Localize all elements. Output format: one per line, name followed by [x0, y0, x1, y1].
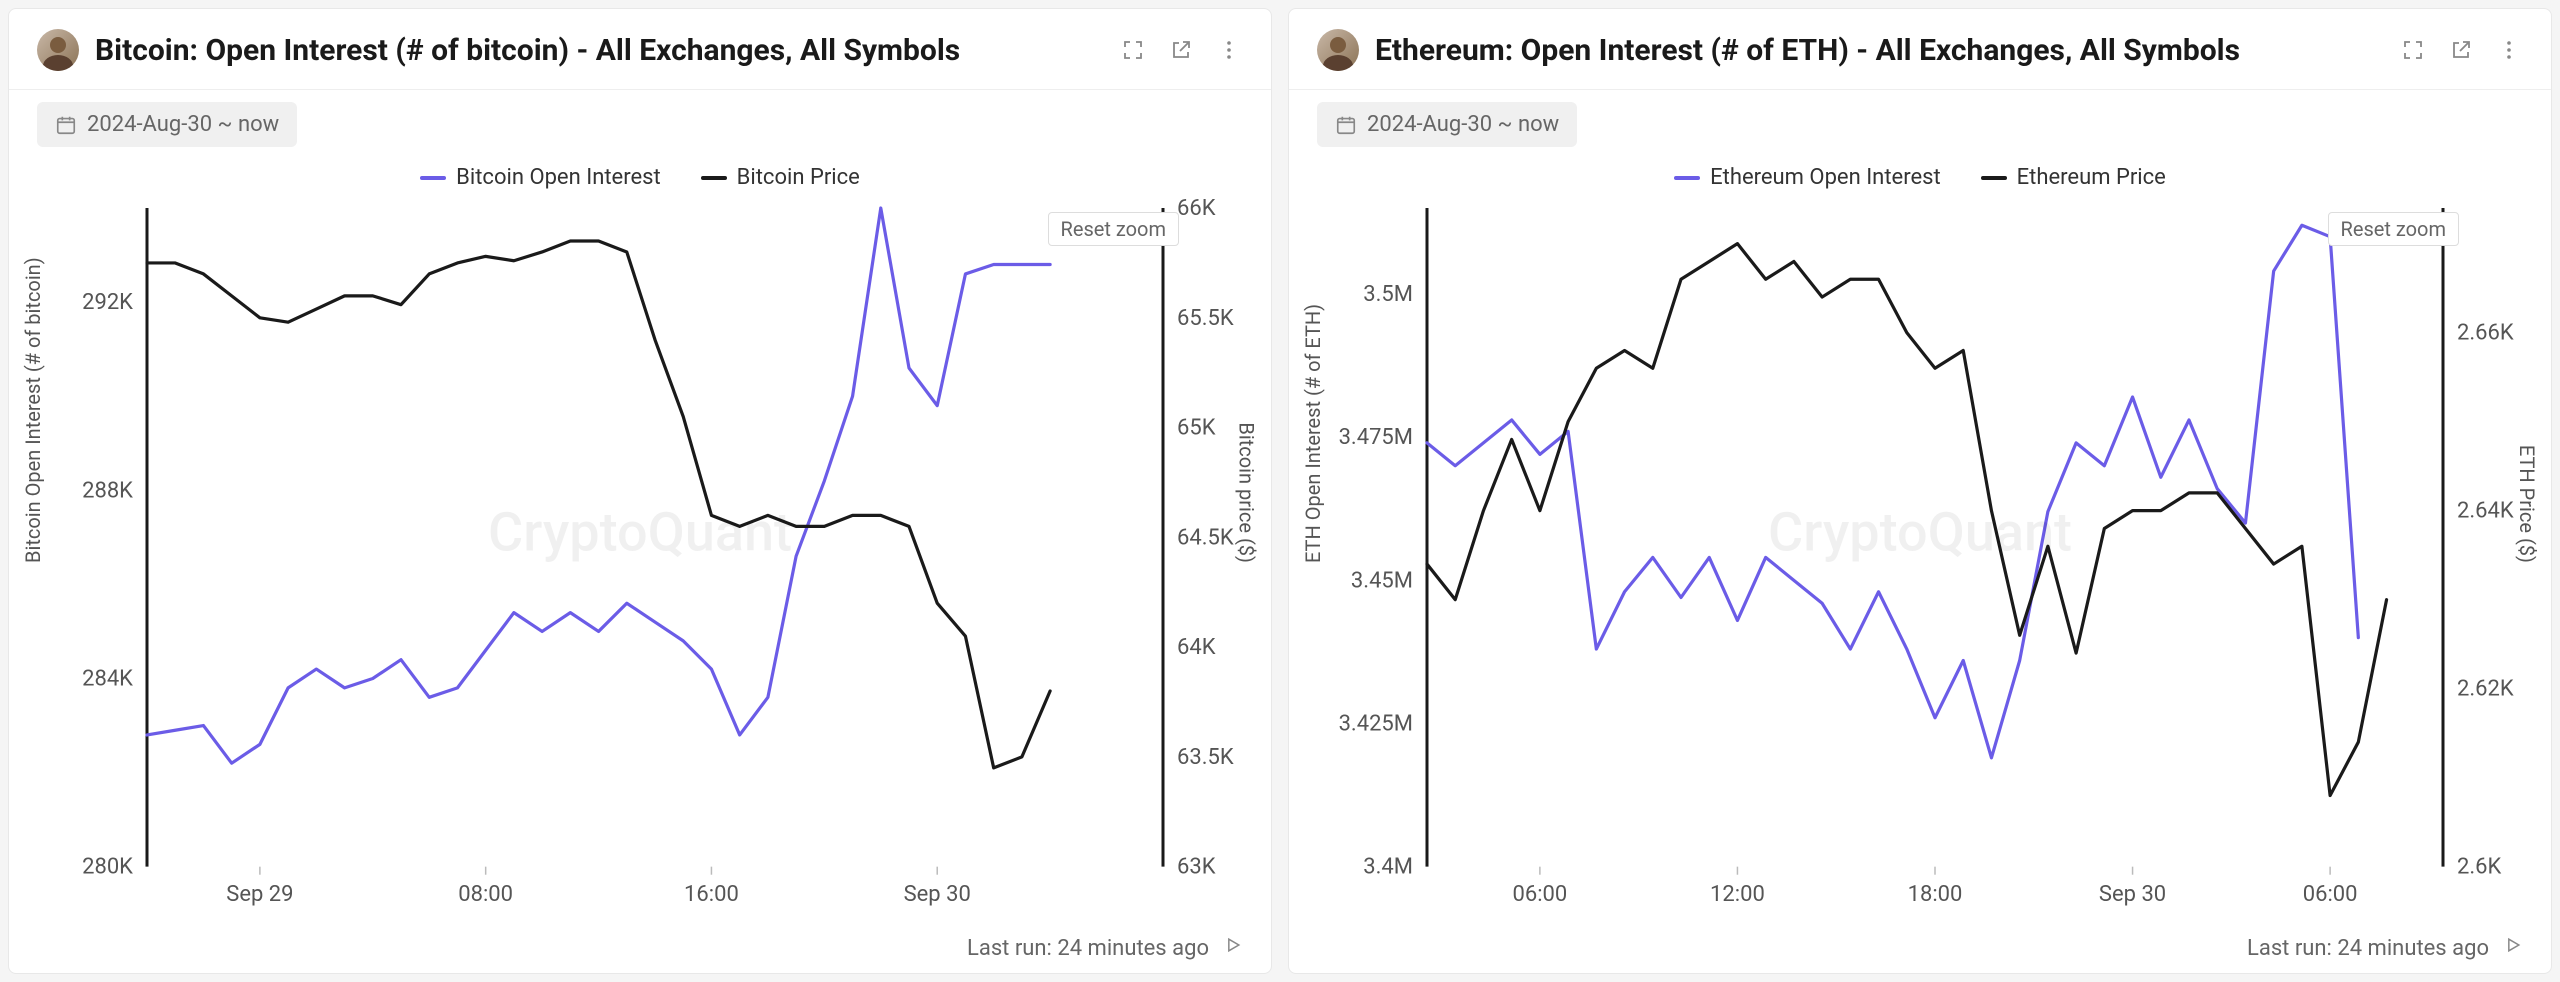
svg-text:06:00: 06:00 — [2303, 882, 2358, 907]
svg-text:16:00: 16:00 — [684, 882, 739, 907]
legend-item[interactable]: Bitcoin Price — [701, 165, 860, 190]
legend-swatch — [420, 176, 446, 180]
card-header: Bitcoin: Open Interest (# of bitcoin) - … — [9, 9, 1271, 90]
svg-text:3.4M: 3.4M — [1363, 855, 1413, 880]
fullscreen-icon[interactable] — [1119, 36, 1147, 64]
card-footer: Last run: 24 minutes ago — [1289, 927, 2551, 974]
legend-label: Bitcoin Open Interest — [456, 165, 661, 190]
svg-text:284K: 284K — [82, 666, 133, 691]
svg-text:3.5M: 3.5M — [1363, 282, 1413, 307]
date-range-text: 2024-Aug-30 ~ now — [87, 112, 279, 137]
chart-body: CryptoQuant Reset zoom ETH Open Interest… — [1289, 198, 2551, 927]
reset-zoom-button[interactable]: Reset zoom — [2328, 212, 2459, 246]
card-header: Ethereum: Open Interest (# of ETH) - All… — [1289, 9, 2551, 90]
legend-label: Ethereum Open Interest — [1710, 165, 1941, 190]
svg-text:2.62K: 2.62K — [2457, 677, 2514, 702]
legend-swatch — [701, 176, 727, 180]
svg-text:292K: 292K — [82, 290, 133, 315]
chart-title: Bitcoin: Open Interest (# of bitcoin) - … — [95, 33, 1119, 68]
svg-text:65.5K: 65.5K — [1177, 306, 1234, 331]
svg-text:65K: 65K — [1177, 416, 1216, 441]
play-icon[interactable] — [1223, 935, 1243, 961]
reset-zoom-button[interactable]: Reset zoom — [1048, 212, 1179, 246]
svg-text:280K: 280K — [82, 855, 133, 880]
fullscreen-icon[interactable] — [2399, 36, 2427, 64]
chart-svg[interactable]: 280K 284K 288K 292K 63K 63.5K 64K 64.5K 65K 65.5K… — [37, 198, 1243, 927]
svg-text:64K: 64K — [1177, 635, 1216, 660]
svg-text:2.6K: 2.6K — [2457, 855, 2501, 880]
header-actions — [2399, 36, 2523, 64]
date-row: 2024-Aug-30 ~ now — [1289, 90, 2551, 147]
y-right-axis-label: ETH Price ($) — [2515, 444, 2539, 562]
svg-text:Sep 30: Sep 30 — [2099, 882, 2166, 907]
author-avatar[interactable] — [1317, 29, 1359, 71]
date-range-chip[interactable]: 2024-Aug-30 ~ now — [37, 102, 297, 147]
calendar-icon — [55, 114, 77, 136]
legend-swatch — [1981, 176, 2007, 180]
y-left-axis-label: ETH Open Interest (# of ETH) — [1301, 303, 1325, 562]
chart-body: CryptoQuant Reset zoom Bitcoin Open Inte… — [9, 198, 1271, 927]
svg-text:63K: 63K — [1177, 855, 1216, 880]
svg-text:12:00: 12:00 — [1710, 882, 1765, 907]
svg-text:18:00: 18:00 — [1908, 882, 1963, 907]
legend-item[interactable]: Bitcoin Open Interest — [420, 165, 661, 190]
svg-text:Sep 30: Sep 30 — [904, 882, 971, 907]
chart-title: Ethereum: Open Interest (# of ETH) - All… — [1375, 33, 2399, 68]
svg-text:3.45M: 3.45M — [1351, 568, 1413, 593]
chart-card-btc: Bitcoin: Open Interest (# of bitcoin) - … — [8, 8, 1272, 974]
legend: Ethereum Open Interest Ethereum Price — [1289, 147, 2551, 198]
date-range-text: 2024-Aug-30 ~ now — [1367, 112, 1559, 137]
chart-svg[interactable]: 3.4M 3.425M 3.45M 3.475M 3.5M 2.6K 2.62K 2.64K 2… — [1317, 198, 2523, 927]
svg-text:06:00: 06:00 — [1513, 882, 1568, 907]
header-actions — [1119, 36, 1243, 64]
open-external-icon[interactable] — [1167, 36, 1195, 64]
svg-text:08:00: 08:00 — [458, 882, 513, 907]
svg-text:3.425M: 3.425M — [1339, 711, 1413, 736]
svg-text:66K: 66K — [1177, 198, 1216, 221]
svg-text:3.475M: 3.475M — [1339, 425, 1413, 450]
open-external-icon[interactable] — [2447, 36, 2475, 64]
more-icon[interactable] — [2495, 36, 2523, 64]
more-icon[interactable] — [1215, 36, 1243, 64]
card-footer: Last run: 24 minutes ago — [9, 927, 1271, 974]
legend-label: Ethereum Price — [2017, 165, 2166, 190]
author-avatar[interactable] — [37, 29, 79, 71]
legend-item[interactable]: Ethereum Price — [1981, 165, 2166, 190]
svg-text:2.64K: 2.64K — [2457, 499, 2514, 524]
svg-text:64.5K: 64.5K — [1177, 525, 1234, 550]
chart-card-eth: Ethereum: Open Interest (# of ETH) - All… — [1288, 8, 2552, 974]
last-run-text: Last run: 24 minutes ago — [967, 936, 1209, 961]
svg-text:2.66K: 2.66K — [2457, 321, 2514, 346]
svg-text:63.5K: 63.5K — [1177, 745, 1234, 770]
play-icon[interactable] — [2503, 935, 2523, 961]
legend: Bitcoin Open Interest Bitcoin Price — [9, 147, 1271, 198]
y-right-axis-label: Bitcoin price ($) — [1235, 422, 1259, 563]
last-run-text: Last run: 24 minutes ago — [2247, 936, 2489, 961]
calendar-icon — [1335, 114, 1357, 136]
legend-label: Bitcoin Price — [737, 165, 860, 190]
date-row: 2024-Aug-30 ~ now — [9, 90, 1271, 147]
legend-swatch — [1674, 176, 1700, 180]
y-left-axis-label: Bitcoin Open Interest (# of bitcoin) — [21, 257, 45, 563]
svg-text:Sep 29: Sep 29 — [226, 882, 293, 907]
legend-item[interactable]: Ethereum Open Interest — [1674, 165, 1941, 190]
date-range-chip[interactable]: 2024-Aug-30 ~ now — [1317, 102, 1577, 147]
svg-text:288K: 288K — [82, 478, 133, 503]
